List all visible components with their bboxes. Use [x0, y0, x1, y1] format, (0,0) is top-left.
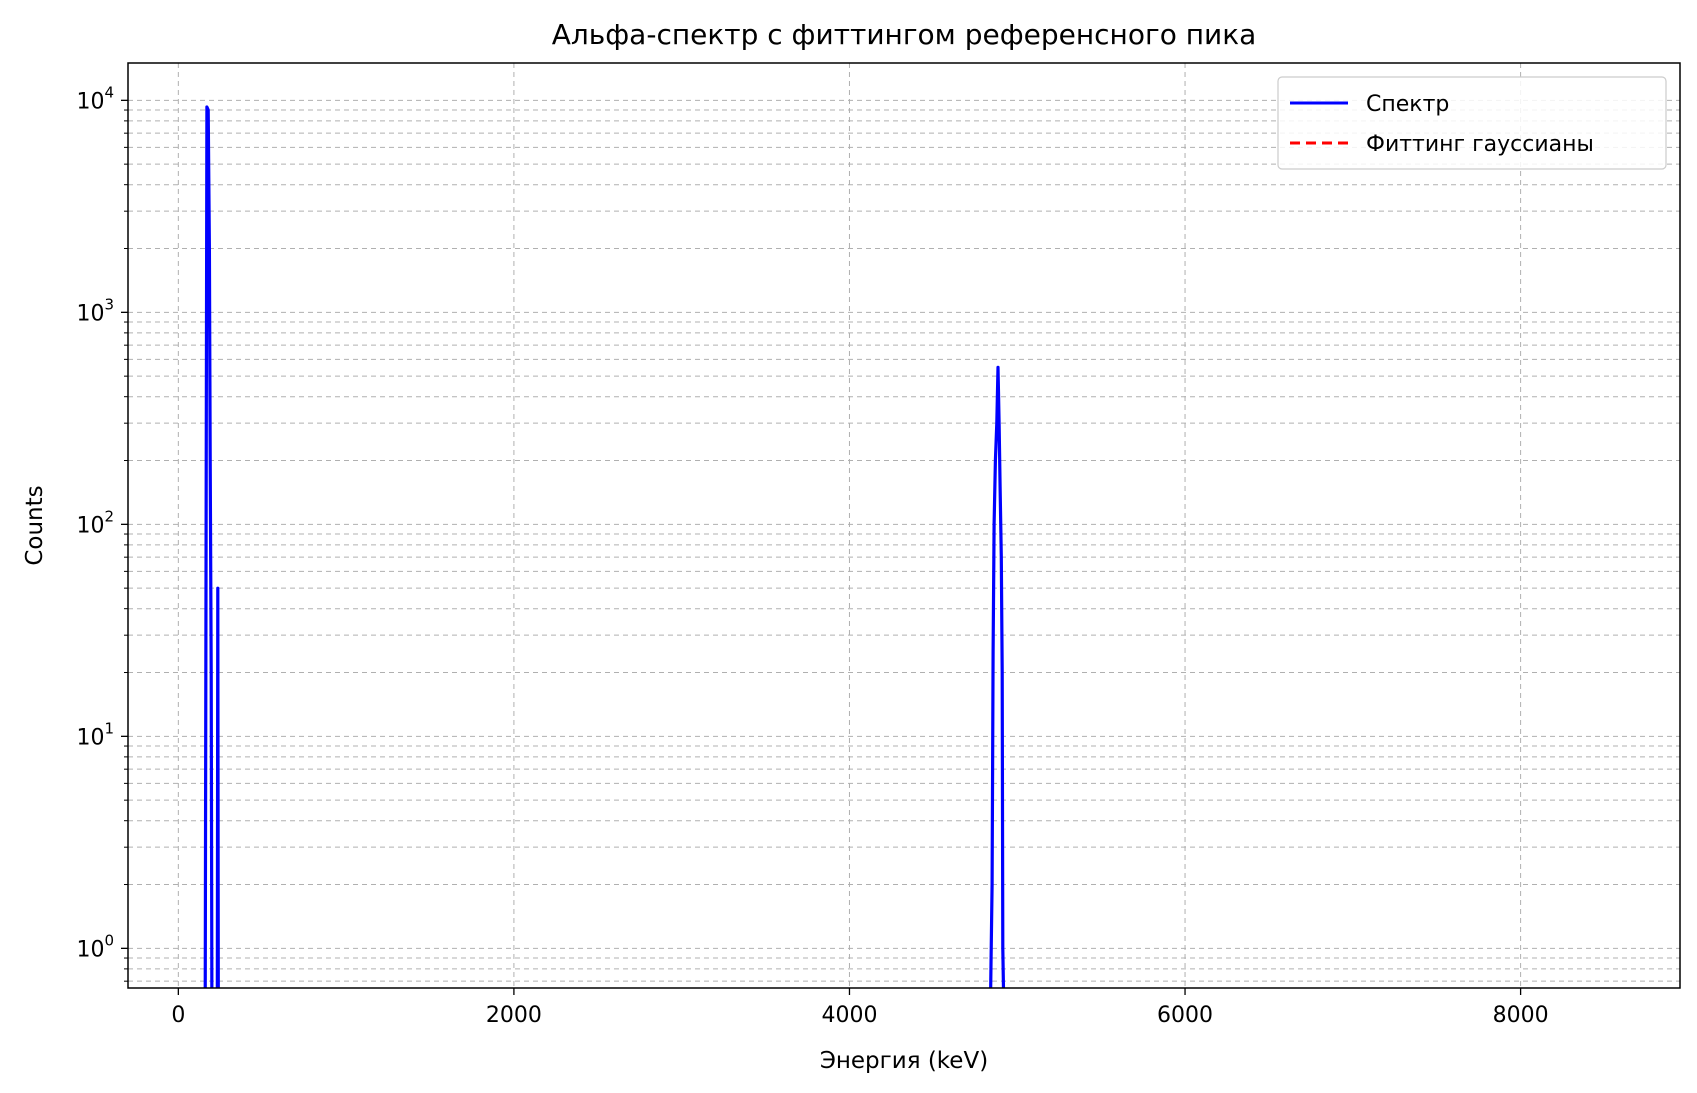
y-tick-label: 101: [76, 719, 114, 750]
y-tick-label: 103: [76, 295, 114, 326]
plot-frame: [127, 62, 1681, 989]
x-tick-label: 0: [171, 1003, 185, 1028]
x-tick-label: 8000: [1493, 1003, 1549, 1028]
y-tick-label: 100: [76, 931, 114, 962]
ticks: 0 2000 4000 6000 8000 100 101 102 103 104: [76, 83, 1548, 1028]
series-layer: [203, 105, 1006, 988]
series-line-spectrum: [215, 586, 220, 988]
legend: Спектр Фиттинг гауссианы: [1277, 76, 1667, 170]
x-axis-label: Энергия (keV): [820, 1048, 988, 1074]
x-tick-label: 2000: [486, 1003, 542, 1028]
legend-label: Фиттинг гауссианы: [1366, 132, 1594, 157]
legend-box: [1277, 76, 1667, 170]
y-axis-label: Counts: [22, 485, 48, 565]
x-tick-label: 6000: [1157, 1003, 1213, 1028]
y-tick-label: 102: [76, 507, 114, 538]
legend-label: Спектр: [1366, 92, 1449, 117]
x-tick-label: 4000: [821, 1003, 877, 1028]
series-line-spectrum: [989, 365, 1006, 988]
y-tick-label: 104: [76, 83, 114, 114]
grid: [128, 63, 1680, 988]
series-line-spectrum: [203, 105, 214, 988]
chart-title: Альфа-спектр с фиттингом референсного пи…: [552, 18, 1257, 51]
